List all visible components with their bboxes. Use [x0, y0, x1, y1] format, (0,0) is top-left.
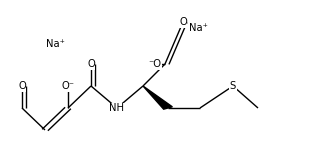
Text: O⁻: O⁻ — [62, 81, 75, 91]
Text: S: S — [230, 81, 236, 91]
Text: O: O — [179, 17, 187, 27]
Text: ⁻O: ⁻O — [148, 59, 161, 69]
Text: Na⁺: Na⁺ — [188, 23, 207, 33]
Text: O: O — [18, 81, 26, 91]
Polygon shape — [143, 86, 172, 109]
Text: Na⁺: Na⁺ — [46, 39, 64, 49]
Text: O: O — [87, 59, 95, 69]
Text: NH: NH — [109, 103, 124, 113]
